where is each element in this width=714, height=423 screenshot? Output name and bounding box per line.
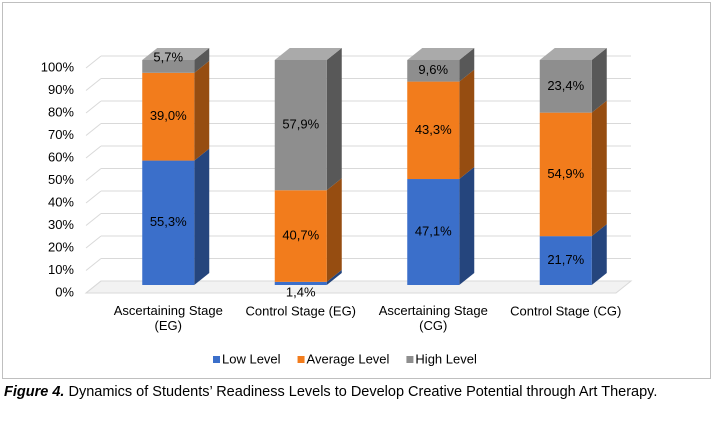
data-label: 5,7% <box>153 49 183 64</box>
grid-line <box>85 78 102 91</box>
bar <box>142 160 195 285</box>
legend-label: Low Level <box>222 351 281 366</box>
bar <box>539 236 592 285</box>
grid-line <box>85 213 102 226</box>
bar <box>274 60 327 191</box>
bar-side <box>194 148 210 285</box>
bar-top <box>142 48 210 60</box>
y-tick-label: 40% <box>48 194 74 209</box>
bar <box>274 190 327 282</box>
bar <box>142 60 195 73</box>
bar <box>539 112 592 237</box>
y-tick-label: 50% <box>48 172 74 187</box>
y-tick-label: 90% <box>48 82 74 97</box>
data-label: 1,4% <box>286 284 316 299</box>
legend-swatch <box>406 356 414 363</box>
grid-line <box>85 258 102 271</box>
bar-side <box>459 48 475 82</box>
bar-top <box>407 48 475 60</box>
data-label: 23,4% <box>547 78 584 93</box>
x-tick-label: Control Stage (CG) <box>510 303 621 318</box>
chart: 0% 10% 20% 30% 40% 50% 60% 70% 80% 90% 100% 55,3% 39… <box>2 2 711 379</box>
y-tick-label: 80% <box>48 104 74 119</box>
data-label: 54,9% <box>547 166 584 181</box>
bar-side <box>326 269 342 285</box>
bar-side <box>591 224 607 285</box>
bar-side <box>326 48 342 191</box>
grid-line <box>85 145 102 159</box>
y-tick-label: 70% <box>48 127 74 142</box>
bar <box>407 81 460 180</box>
data-label: 40,7% <box>282 228 319 243</box>
legend-swatch <box>213 356 220 363</box>
bar-top <box>539 48 607 60</box>
legend-swatch <box>297 356 305 363</box>
caption: Figure 4. Dynamics of Students’ Readines… <box>4 384 710 401</box>
data-label: 55,3% <box>150 214 187 229</box>
y-tick-label: 10% <box>48 262 74 277</box>
figure-label: Figure 4. <box>4 384 65 400</box>
data-label: 57,9% <box>282 117 319 132</box>
grid-line <box>85 55 102 69</box>
data-label: 9,6% <box>418 62 448 77</box>
bar <box>142 72 195 161</box>
caption-text: Dynamics of Students’ Readiness Levels t… <box>68 384 658 400</box>
data-label: 39,0% <box>150 108 187 123</box>
y-tick-label: 20% <box>48 239 74 254</box>
y-tick-label: 60% <box>48 149 74 164</box>
grid-line <box>85 100 102 114</box>
bar-side <box>194 48 210 73</box>
x-tick-label: Control Stage (EG) <box>245 303 356 318</box>
grid-line <box>85 190 102 204</box>
x-tick-label: Ascertaining Stage (CG) <box>379 303 488 333</box>
bar <box>407 60 460 82</box>
x-tick-label: Ascertaining Stage (EG) <box>114 303 223 333</box>
bar-side <box>459 167 475 285</box>
bar <box>274 281 327 285</box>
y-tick-label: 0% <box>55 284 74 299</box>
grid-line <box>85 123 102 136</box>
legend-label: Average Level <box>307 351 390 366</box>
y-tick-label: 100% <box>41 59 75 74</box>
bar <box>539 60 592 113</box>
data-label: 43,3% <box>415 122 452 137</box>
bar <box>407 179 460 285</box>
bar-side <box>326 178 342 282</box>
grid-line <box>85 235 102 249</box>
legend-label: High Level <box>415 351 477 366</box>
y-tick-label: 30% <box>48 217 74 232</box>
bar-side <box>459 69 475 180</box>
grid-line <box>85 280 102 294</box>
data-label: 21,7% <box>547 252 584 267</box>
bar-side <box>194 60 210 161</box>
bar-side <box>591 100 607 237</box>
data-label: 47,1% <box>415 223 452 238</box>
grid-line <box>85 168 102 181</box>
bar-side <box>591 48 607 113</box>
bar-top <box>274 48 342 60</box>
